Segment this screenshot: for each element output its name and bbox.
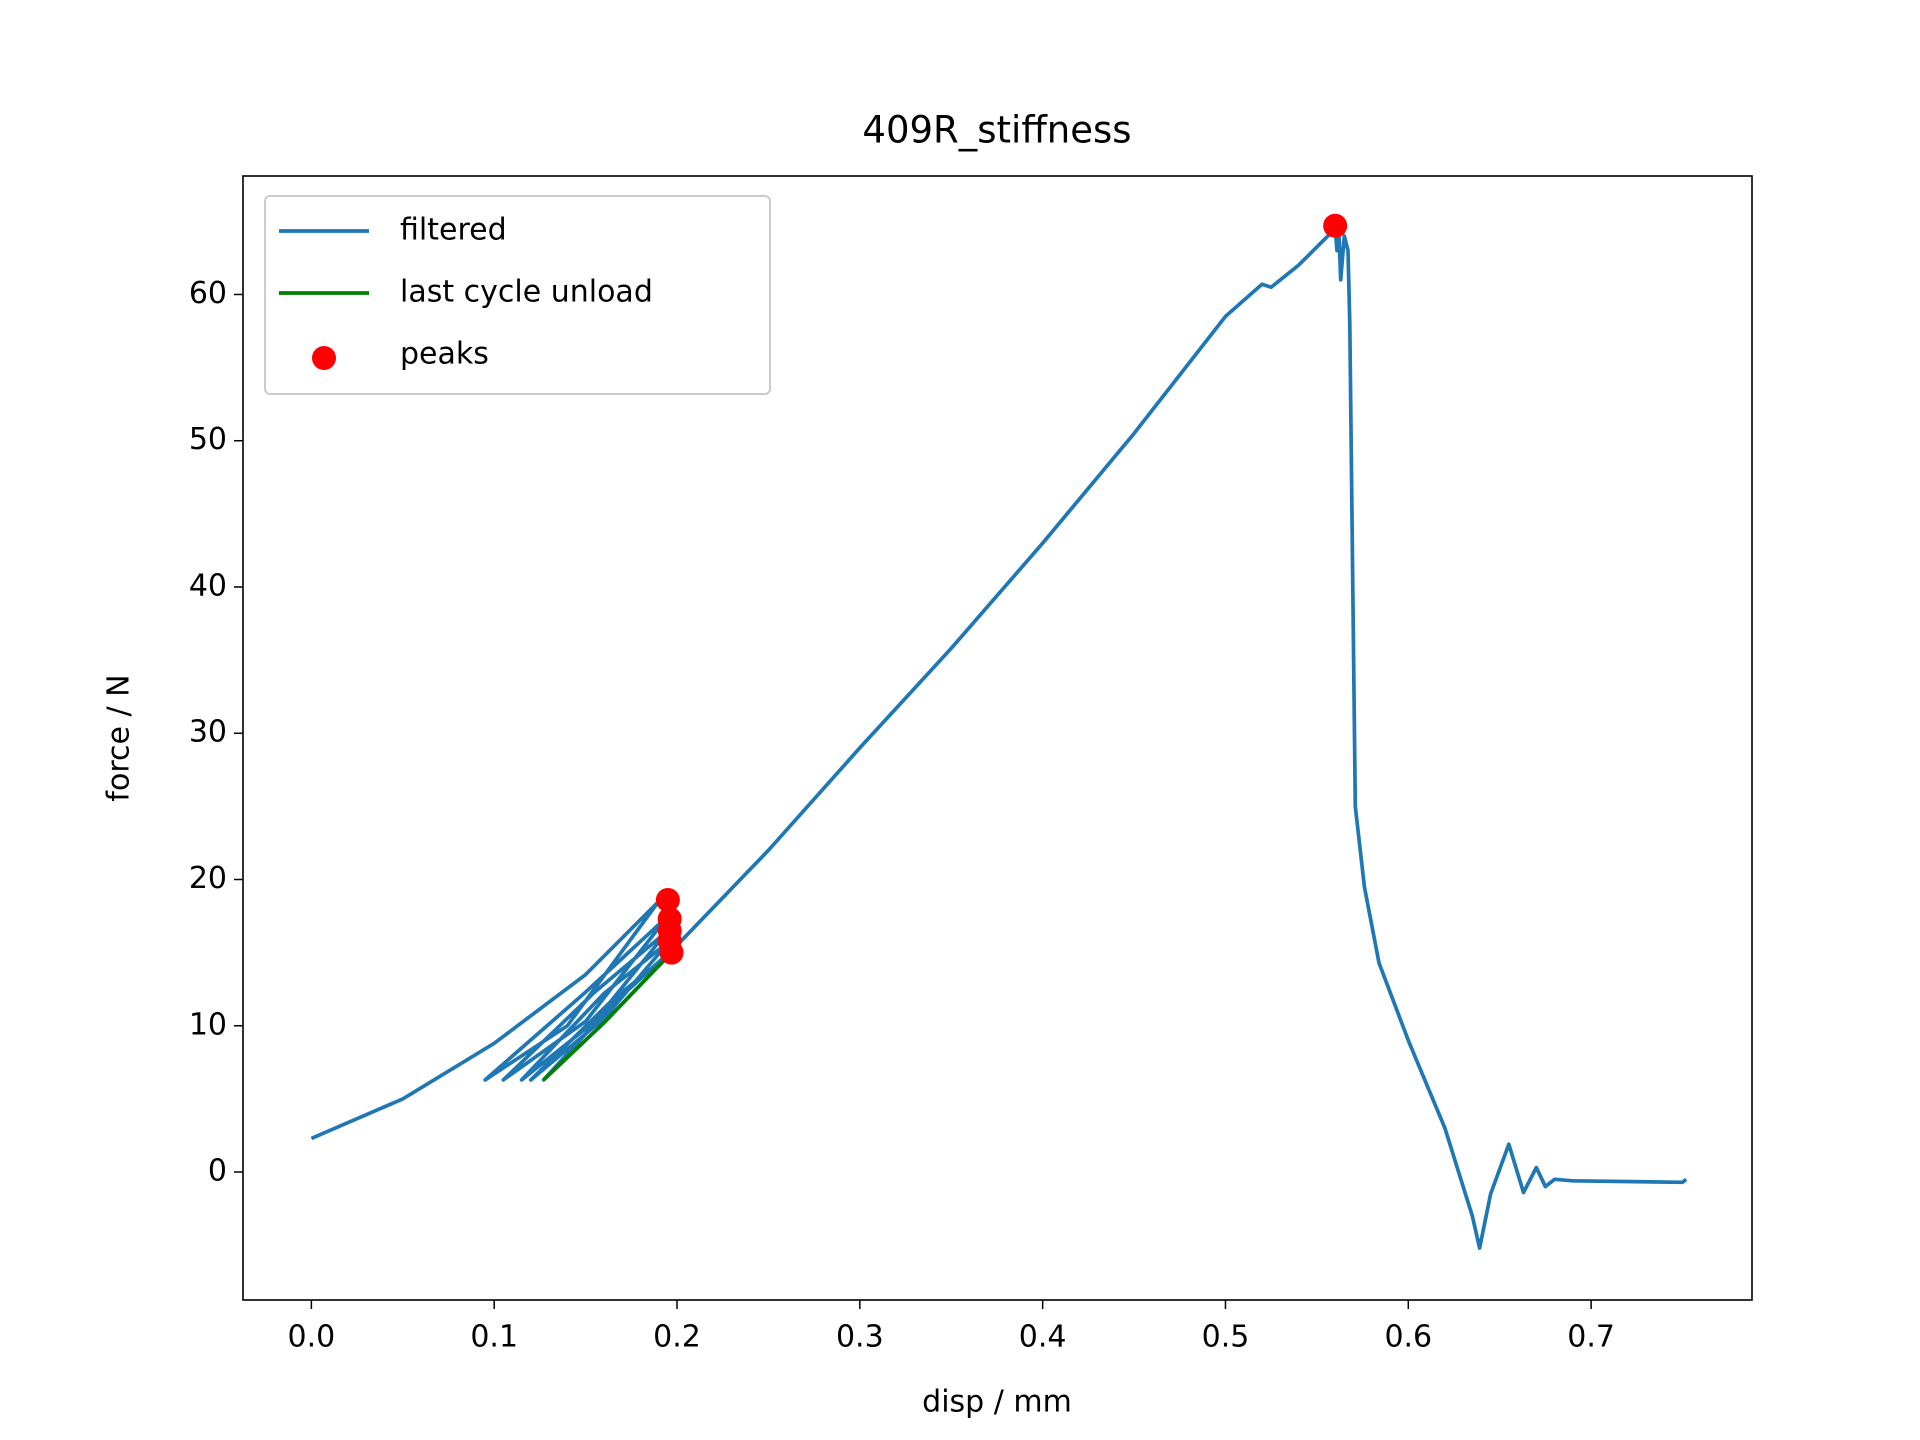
y-tick-label: 60 — [189, 276, 227, 311]
peak-point — [655, 887, 680, 912]
peak-point — [659, 940, 684, 965]
y-tick-label: 0 — [208, 1154, 227, 1189]
axes-frame — [242, 175, 1753, 1301]
peak-point — [1323, 213, 1348, 238]
chart-title: 409R_stiffness — [862, 109, 1131, 152]
legend-box — [264, 195, 771, 395]
x-tick-label: 0.0 — [288, 1320, 336, 1355]
x-tick-label: 0.1 — [470, 1320, 518, 1355]
y-axis-label: force / N — [102, 674, 137, 801]
x-tick-label: 0.6 — [1384, 1320, 1432, 1355]
y-tick-label: 10 — [189, 1007, 227, 1042]
y-tick-label: 50 — [189, 422, 227, 457]
x-tick-label: 0.2 — [653, 1320, 701, 1355]
legend-label: last cycle unload — [400, 275, 653, 310]
x-tick-label: 0.5 — [1202, 1320, 1250, 1355]
y-tick-label: 40 — [189, 568, 227, 603]
x-tick-label: 0.4 — [1019, 1320, 1067, 1355]
y-tick-label: 30 — [189, 715, 227, 750]
x-tick-label: 0.3 — [836, 1320, 884, 1355]
x-axis-label: disp / mm — [922, 1385, 1072, 1420]
y-tick-label: 20 — [189, 861, 227, 896]
legend-label: peaks — [400, 337, 489, 372]
x-tick-label: 0.7 — [1567, 1320, 1615, 1355]
data-line — [542, 951, 673, 1082]
legend-label: filtered — [400, 213, 507, 248]
data-line — [310, 226, 1688, 1250]
legend-marker — [312, 346, 336, 370]
